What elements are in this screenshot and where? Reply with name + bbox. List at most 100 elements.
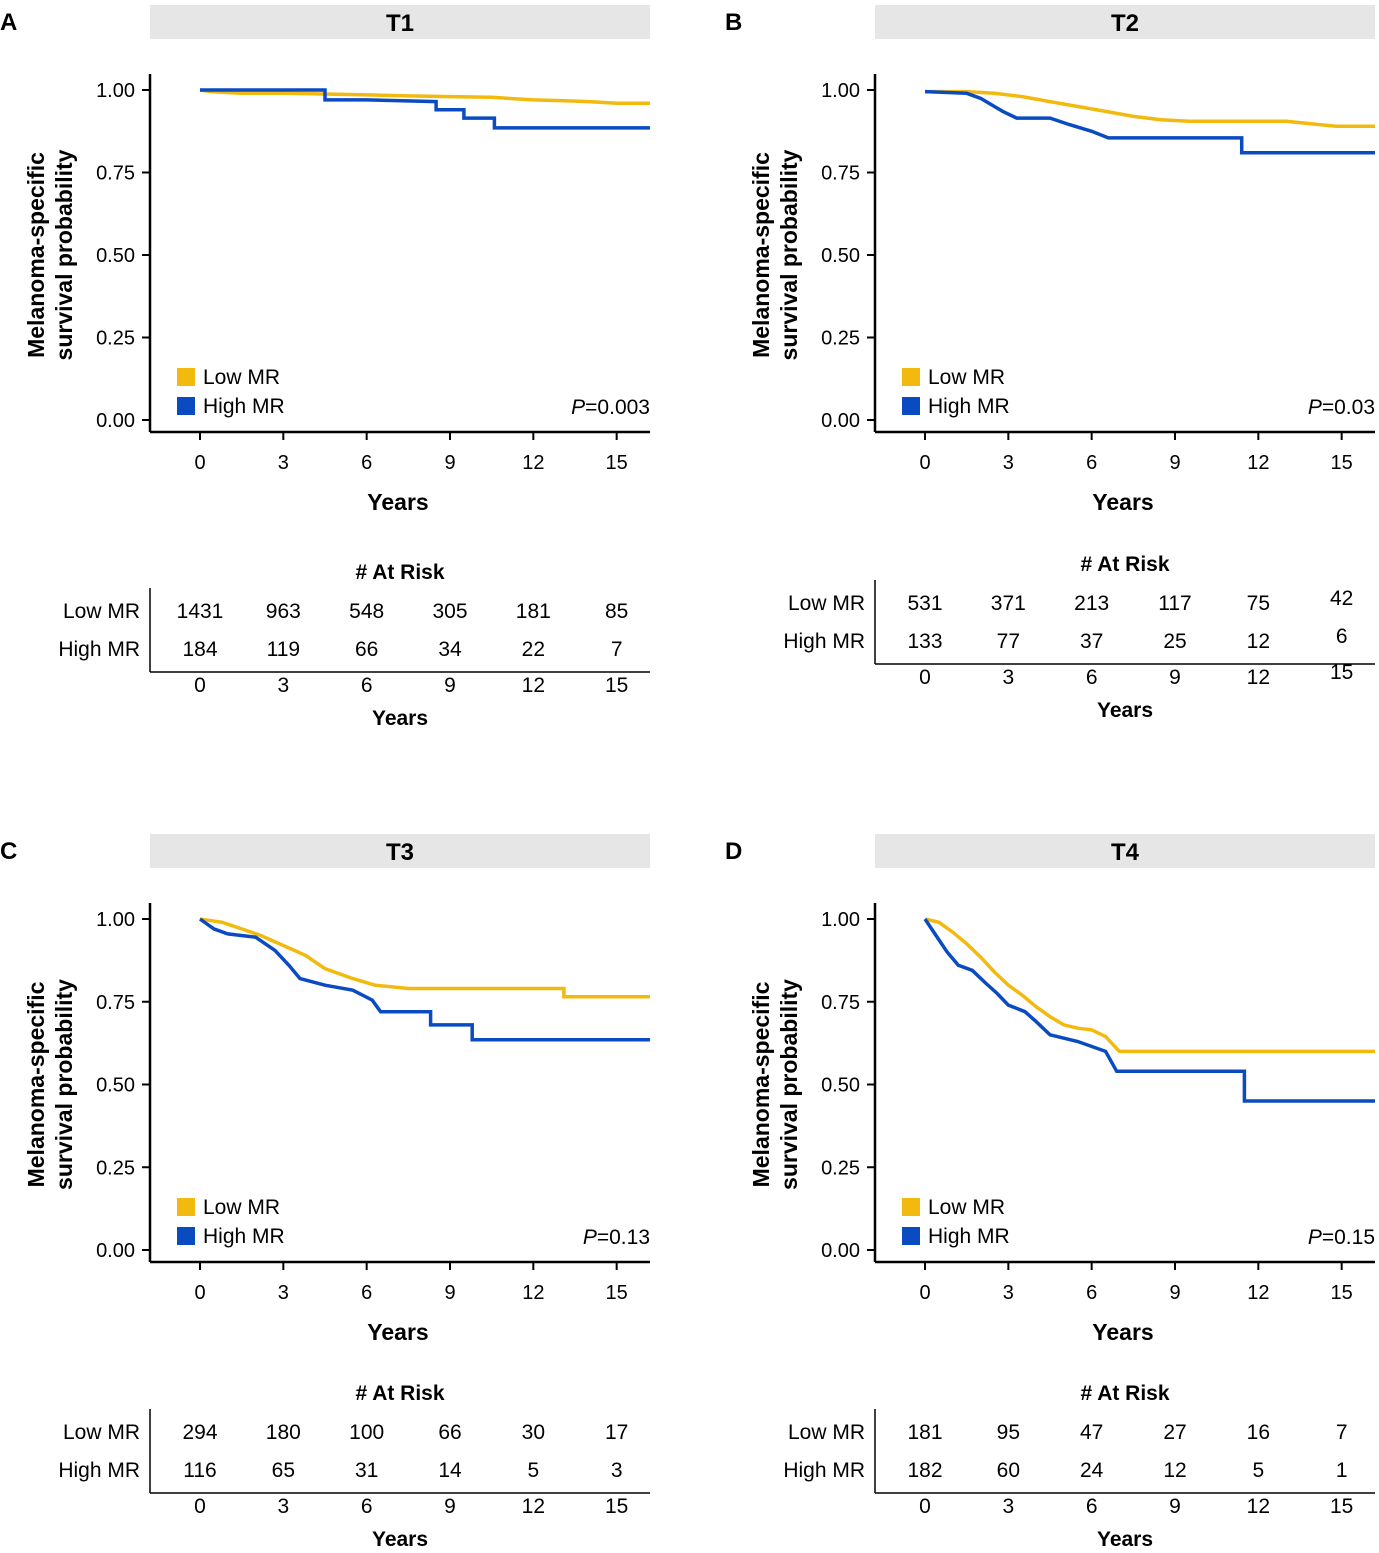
survival-curve-low <box>199 88 650 105</box>
y-axis-title: Melanoma-specific survival probability <box>748 149 802 360</box>
risk-value: 14 <box>438 1459 462 1482</box>
risk-value: 3 <box>611 1459 623 1482</box>
risk-x-tick-label: 9 <box>1169 1495 1181 1518</box>
risk-value: 371 <box>991 592 1026 615</box>
x-tick-label: 3 <box>278 1282 289 1304</box>
risk-row-label: Low MR <box>63 1421 140 1444</box>
risk-value: 117 <box>1158 592 1191 615</box>
x-tick-label: 12 <box>522 452 544 474</box>
x-tick-label: 6 <box>1086 452 1097 474</box>
risk-row-label: Low MR <box>63 600 140 623</box>
legend-swatch-high <box>902 1227 920 1245</box>
risk-row-label: Low MR <box>788 592 865 615</box>
legend-label-high: High MR <box>203 1225 285 1248</box>
risk-value: 75 <box>1247 592 1270 615</box>
panel-letter: C <box>0 838 17 865</box>
y-tick-label: 1.00 <box>821 909 860 931</box>
legend-label-high: High MR <box>928 1225 1010 1248</box>
risk-x-tick-label: 15 <box>1330 1495 1353 1518</box>
risk-value: 180 <box>266 1421 301 1444</box>
p-value: P=0.03 <box>1308 396 1375 419</box>
risk-x-tick-label: 12 <box>1247 1495 1270 1518</box>
risk-value: 85 <box>605 600 628 623</box>
x-tick-label: 12 <box>1247 1282 1269 1304</box>
risk-table-title: # At Risk <box>355 561 444 584</box>
risk-value: 17 <box>605 1421 628 1444</box>
p-value-number: =0.003 <box>585 396 650 419</box>
x-tick-label: 0 <box>919 1282 930 1304</box>
risk-value: 6 <box>1336 625 1348 648</box>
x-tick-label: 3 <box>278 452 289 474</box>
risk-row-label: High MR <box>58 1459 140 1482</box>
legend-label-high: High MR <box>203 395 285 418</box>
y-tick-label: 0.00 <box>821 410 860 432</box>
y-axis-title-line1: Melanoma-specific <box>748 981 774 1187</box>
p-value-symbol: P <box>583 1226 597 1249</box>
risk-value: 16 <box>1247 1421 1270 1444</box>
y-tick-label: 0.50 <box>96 245 135 267</box>
risk-table-title: # At Risk <box>1080 1382 1169 1405</box>
legend-label-low: Low MR <box>928 1196 1005 1219</box>
risk-value: 12 <box>1163 1459 1186 1482</box>
y-tick-label: 0.00 <box>96 410 135 432</box>
y-tick-label: 0.25 <box>96 1157 135 1179</box>
x-tick-label: 15 <box>606 1282 628 1304</box>
risk-value: 305 <box>432 600 467 623</box>
risk-x-axis-title: Years <box>372 707 428 730</box>
y-axis-title-line1: Melanoma-specific <box>748 152 774 358</box>
risk-x-tick-label: 0 <box>919 666 931 689</box>
survival-curve-high <box>923 918 1375 1103</box>
risk-value: 184 <box>182 638 217 661</box>
p-value-symbol: P <box>1308 1226 1322 1249</box>
legend-label-low: Low MR <box>203 1196 280 1219</box>
y-tick-label: 0.50 <box>821 245 860 267</box>
x-tick-label: 0 <box>919 452 930 474</box>
risk-value: 5 <box>527 1459 539 1482</box>
risk-value: 1 <box>1336 1459 1348 1482</box>
risk-x-axis-title: Years <box>1097 1528 1153 1551</box>
legend-swatch-high <box>902 397 920 415</box>
x-tick-label: 9 <box>444 1282 455 1304</box>
y-tick-label: 0.75 <box>96 163 135 185</box>
survival-curve-low <box>925 89 1375 129</box>
risk-value: 119 <box>267 638 300 661</box>
panel-d: D T40.000.250.500.751.000 3 6 9 12 15YearsMela… <box>725 834 1375 1551</box>
y-axis-title-line1: Melanoma-specific <box>23 152 49 358</box>
risk-x-tick-label: 15 <box>1330 661 1353 684</box>
risk-value: 181 <box>907 1421 942 1444</box>
risk-x-tick-label: 6 <box>1086 666 1098 689</box>
legend-label-low: Low MR <box>203 366 280 389</box>
risk-x-tick-label: 15 <box>605 674 628 697</box>
y-axis-title-line2: survival probability <box>776 149 802 360</box>
x-tick-label: 15 <box>1331 1282 1353 1304</box>
y-axis-title-line2: survival probability <box>51 979 77 1190</box>
risk-value: 42 <box>1330 587 1353 610</box>
legend-swatch-low <box>902 1198 920 1216</box>
x-tick-label: 6 <box>361 1282 372 1304</box>
x-tick-label: 12 <box>1247 452 1269 474</box>
risk-x-tick-label: 12 <box>522 674 545 697</box>
risk-x-tick-label: 6 <box>1086 1495 1098 1518</box>
x-axis-title: Years <box>367 1319 428 1345</box>
x-tick-label: 15 <box>606 452 628 474</box>
panel-letter: A <box>0 9 17 36</box>
risk-value: 294 <box>182 1421 217 1444</box>
y-tick-label: 0.75 <box>821 992 860 1014</box>
panel-letter: D <box>725 838 742 865</box>
risk-row-label: High MR <box>783 1459 865 1482</box>
risk-value: 60 <box>997 1459 1020 1482</box>
p-value: P=0.15 <box>1308 1226 1375 1249</box>
legend-swatch-low <box>177 1198 195 1216</box>
x-tick-label: 9 <box>1169 452 1180 474</box>
risk-x-tick-label: 0 <box>919 1495 931 1518</box>
risk-value: 66 <box>438 1421 461 1444</box>
survival-curve-low <box>199 917 650 999</box>
x-tick-label: 15 <box>1331 452 1353 474</box>
risk-x-tick-label: 6 <box>361 674 373 697</box>
risk-value: 133 <box>907 630 942 653</box>
risk-value: 25 <box>1163 630 1186 653</box>
y-axis-title: Melanoma-specific survival probability <box>23 149 77 360</box>
risk-value: 7 <box>611 638 623 661</box>
risk-value: 24 <box>1080 1459 1104 1482</box>
p-value-number: =0.03 <box>1322 396 1375 419</box>
